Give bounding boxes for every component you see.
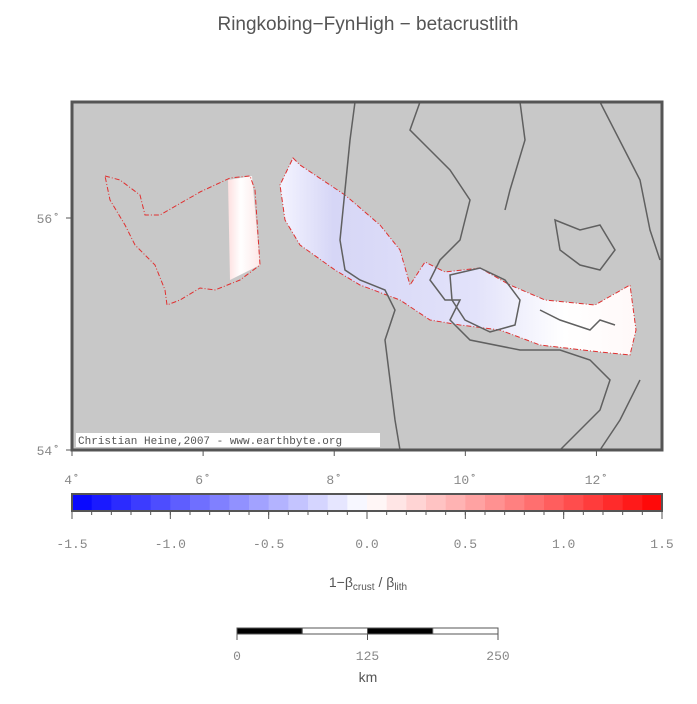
x-tick-label: 4˚ bbox=[64, 473, 80, 488]
colorbar-tick-label: 1.5 bbox=[650, 537, 673, 552]
scale-unit: km bbox=[359, 669, 378, 685]
credit-box bbox=[76, 433, 380, 447]
colorbar-tick-label: 0.0 bbox=[355, 537, 378, 552]
y-tick-label: 54˚ bbox=[37, 444, 60, 459]
scale-bar: 0 125 250 bbox=[233, 627, 510, 664]
credit: Christian Heine,2007 - www.earthbyte.org bbox=[78, 436, 342, 448]
region-outline bbox=[104, 175, 261, 306]
colorbar-swatch bbox=[111, 494, 132, 511]
colorbar-swatch bbox=[445, 494, 466, 511]
map: Christian Heine,2007 - www.earthbyte.org… bbox=[37, 100, 664, 488]
colorbar-swatch bbox=[367, 494, 388, 511]
coastline bbox=[504, 101, 661, 451]
colorbar-swatch bbox=[622, 494, 643, 511]
title: Ringkobing−FynHigh − betacrustlith bbox=[217, 14, 518, 35]
colorbar-swatch bbox=[170, 494, 191, 511]
colorbar-swatch bbox=[327, 494, 348, 511]
coastline bbox=[449, 267, 521, 333]
colorbar-swatch bbox=[603, 494, 624, 511]
x-tick-label: 8˚ bbox=[326, 473, 342, 488]
scale-segment bbox=[301, 627, 368, 635]
coastline bbox=[339, 101, 401, 451]
colorbar-swatch bbox=[190, 494, 211, 511]
scale-tick-label: 250 bbox=[486, 649, 509, 664]
colorbar-swatch bbox=[406, 494, 427, 511]
region-outline bbox=[279, 157, 637, 356]
colorbar-label: 1−βcrust / βlith bbox=[329, 574, 407, 593]
scale-segment bbox=[432, 627, 499, 635]
colorbar-swatch bbox=[583, 494, 604, 511]
colorbar-tick-label: -0.5 bbox=[253, 537, 284, 552]
coastline bbox=[554, 218, 616, 271]
colorbar-swatch bbox=[91, 494, 112, 511]
x-tick-label: 10˚ bbox=[454, 473, 477, 488]
colorbar-swatch bbox=[209, 494, 230, 511]
scale-segment bbox=[367, 627, 434, 635]
x-tick-label: 6˚ bbox=[195, 473, 211, 488]
y-tick-label: 56˚ bbox=[37, 212, 60, 227]
coastline bbox=[539, 309, 616, 331]
coastline bbox=[409, 101, 611, 451]
colorbar-swatch bbox=[249, 494, 270, 511]
x-tick-label: 12˚ bbox=[585, 473, 608, 488]
colorbar-swatch bbox=[386, 494, 407, 511]
colorbar-swatch bbox=[485, 494, 506, 511]
region bbox=[228, 176, 260, 280]
colorbar-swatch bbox=[426, 494, 447, 511]
colorbar-swatch bbox=[347, 494, 368, 511]
colorbar-swatch bbox=[150, 494, 171, 511]
colorbar-swatch bbox=[504, 494, 525, 511]
scale-segment bbox=[236, 627, 303, 635]
colorbar-swatch bbox=[308, 494, 329, 511]
colorbar-swatch bbox=[229, 494, 250, 511]
colorbar-swatch bbox=[563, 494, 584, 511]
colorbar-tick-label: -1.0 bbox=[155, 537, 186, 552]
colorbar-swatch bbox=[268, 494, 289, 511]
colorbar-swatch bbox=[288, 494, 309, 511]
colorbar-swatch bbox=[642, 494, 663, 511]
colorbar: -1.5 -1.0 -0.5 0.0 0.5 1.0 1.5 bbox=[56, 493, 674, 552]
colorbar-swatch bbox=[72, 494, 93, 511]
scale-tick-label: 0 bbox=[233, 649, 241, 664]
region bbox=[280, 158, 636, 355]
map-frame bbox=[70, 100, 664, 452]
colorbar-swatch bbox=[544, 494, 565, 511]
colorbar-tick-label: 0.5 bbox=[454, 537, 477, 552]
colorbar-swatch bbox=[131, 494, 152, 511]
scale-tick-label: 125 bbox=[356, 649, 379, 664]
colorbar-tick-label: -1.5 bbox=[56, 537, 87, 552]
colorbar-swatch bbox=[524, 494, 545, 511]
colorbar-swatch bbox=[465, 494, 486, 511]
colorbar-tick-label: 1.0 bbox=[552, 537, 575, 552]
